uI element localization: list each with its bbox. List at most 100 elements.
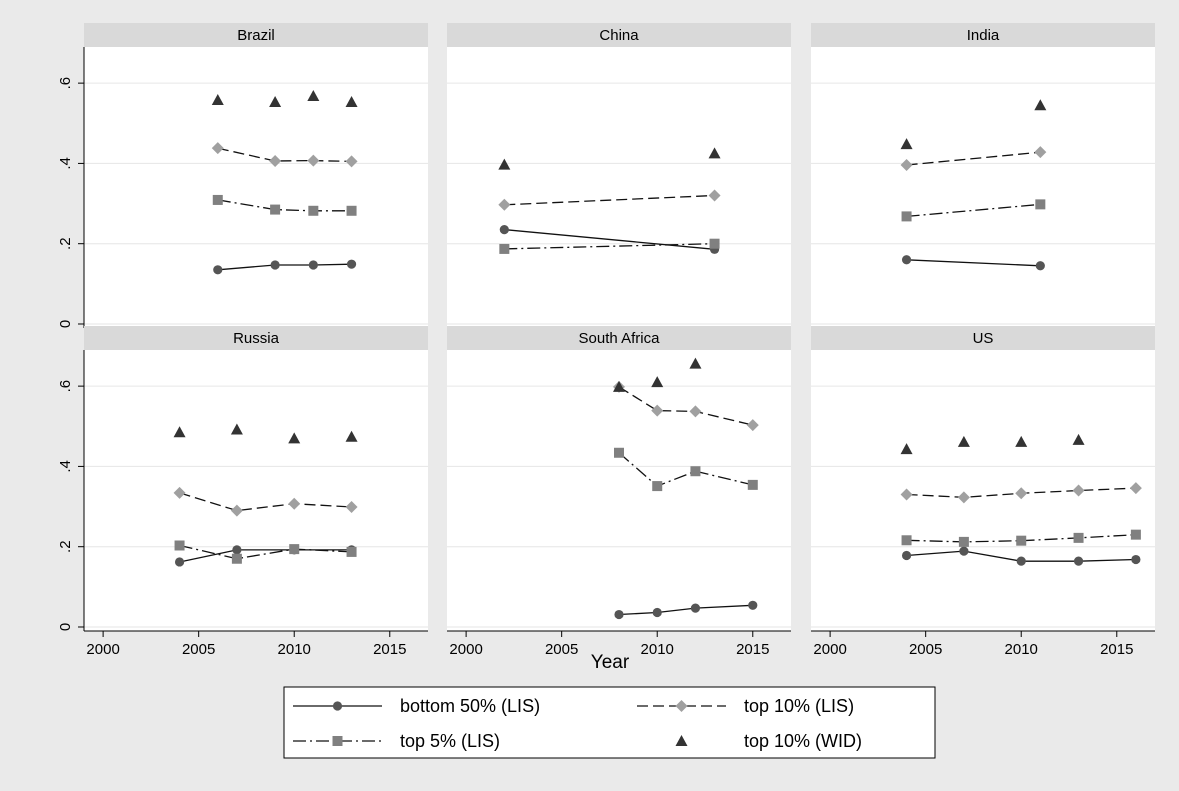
point-top5lis (614, 447, 624, 458)
point-bottom50 (232, 545, 242, 555)
x-tick-label: 2015 (373, 641, 406, 658)
point-bottom50 (174, 557, 185, 567)
x-tick-label: 2005 (545, 641, 578, 658)
point-top10lis (307, 154, 320, 167)
point-top10wid (613, 380, 625, 392)
point-top5lis (499, 243, 510, 254)
panel-title: China (599, 27, 639, 44)
point-top5lis (1035, 199, 1046, 210)
point-bottom50 (308, 260, 318, 270)
point-top10lis (269, 155, 282, 168)
panel-strip (84, 326, 428, 350)
point-bottom50 (748, 600, 758, 610)
plot-area (447, 47, 791, 328)
point-top5lis (308, 205, 319, 216)
point-bottom50 (346, 259, 357, 269)
panel-strip (811, 326, 1155, 350)
point-top5lis (901, 535, 912, 546)
point-top5lis (346, 205, 357, 216)
point-top10wid (173, 426, 186, 438)
point-top10wid (900, 138, 913, 150)
series-line-top10lis (906, 151, 1041, 166)
panel-russia: Russia 0 .2 .4 .6 2000 2005 2010 2015 (57, 326, 428, 658)
point-bottom50 (1016, 556, 1026, 566)
panel-strip (447, 23, 791, 47)
series-line-top5lis (504, 243, 715, 250)
y-tick-label: .6 (57, 77, 74, 90)
point-top10lis (230, 504, 243, 517)
legend-item: top 5% (LIS) (293, 731, 500, 751)
panel-brazil: Brazil 0 .2 .4 .6 (57, 23, 428, 328)
point-top10wid (708, 147, 721, 159)
point-top10lis (1129, 482, 1142, 495)
point-top5lis (709, 238, 720, 249)
panel-us: US 2000 2005 2010 2015 (811, 326, 1155, 658)
point-top5lis (270, 204, 281, 215)
series-line-bottom50 (217, 263, 352, 271)
point-top10lis (345, 155, 358, 168)
panel-title: US (973, 330, 994, 347)
panel-title: Brazil (237, 27, 275, 44)
legend-marker (332, 701, 343, 711)
plot-area (811, 350, 1155, 631)
series-line-bottom50 (504, 228, 715, 250)
point-top5lis (174, 540, 185, 551)
point-top5lis (231, 553, 242, 564)
point-top10lis (173, 486, 186, 499)
point-top10lis (957, 491, 970, 504)
point-top5lis (901, 211, 912, 222)
panel-china: China (447, 23, 791, 328)
point-bottom50 (213, 265, 223, 275)
point-top10lis (746, 419, 759, 432)
point-bottom50 (690, 603, 701, 613)
point-top10wid (1072, 433, 1085, 445)
panel-strip (84, 23, 428, 47)
legend: bottom 50% (LIS) top 10% (LIS) top 5% (LIS… (283, 686, 936, 759)
panel-title: India (967, 27, 1000, 44)
series-line-top10lis (618, 386, 753, 426)
point-bottom50 (270, 260, 280, 270)
point-top10lis (1072, 484, 1085, 497)
point-top5lis (747, 479, 758, 490)
point-top10wid (689, 357, 702, 369)
point-top10wid (307, 89, 320, 101)
point-top5lis (690, 466, 701, 477)
point-bottom50 (1035, 261, 1045, 271)
point-top5lis (958, 536, 969, 547)
panel-title: South Africa (579, 330, 661, 347)
point-top5lis (1130, 529, 1141, 540)
panels: Brazil 0 .2 .4 .6 China India Russia 0 .2 .4 .6 2000… (57, 23, 1155, 658)
legend-marker (332, 736, 343, 746)
legend-item: bottom 50% (LIS) (293, 696, 540, 716)
point-top10lis (900, 488, 913, 501)
plot-area (811, 47, 1155, 328)
series-line-top10lis (217, 147, 352, 163)
x-tick-label: 2005 (909, 641, 942, 658)
point-top10wid (1015, 435, 1028, 447)
point-top10lis (345, 500, 358, 513)
point-bottom50 (1073, 556, 1084, 566)
point-top10lis (1034, 146, 1047, 159)
series-line-top10lis (179, 492, 352, 512)
x-tick-label: 2010 (641, 641, 674, 658)
legend-label: top 5% (LIS) (400, 731, 500, 751)
series-line-bottom50 (906, 259, 1041, 267)
legend-item: top 10% (WID) (675, 731, 862, 751)
legend-label: bottom 50% (LIS) (400, 696, 540, 716)
point-top10wid (498, 158, 511, 170)
point-bottom50 (652, 607, 662, 618)
point-bottom50 (901, 255, 912, 265)
point-top10lis (689, 405, 702, 418)
x-axis-title: Year (591, 652, 630, 673)
y-tick-label: .6 (57, 380, 74, 393)
plot-area (84, 350, 428, 631)
series-line-top5lis (906, 534, 1136, 543)
series-line-top5lis (179, 544, 352, 560)
point-bottom50 (901, 550, 912, 561)
panel-south-africa: South Africa 2000 2005 2010 2015 (447, 326, 791, 658)
point-top10lis (211, 142, 224, 155)
x-tick-label: 2010 (1005, 641, 1038, 658)
y-tick-label: 0 (57, 320, 74, 328)
point-top10lis (288, 497, 301, 510)
series-line-top5lis (217, 199, 352, 212)
